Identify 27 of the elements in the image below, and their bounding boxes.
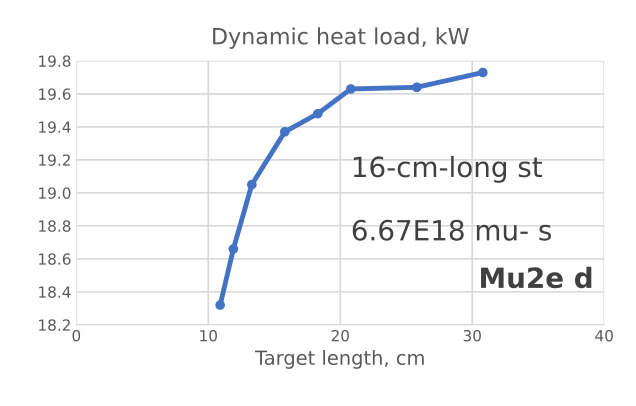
y-tick-label: 18.4 [39,286,71,298]
annotation: Mu2e d [481,266,592,288]
point [280,126,290,137]
x-tick-label: 40 [595,330,613,342]
point [478,68,488,78]
x-tick-label: 0 [72,330,80,342]
y-tick-label: 18.6 [39,253,70,265]
x-axis-title: Target length, cm [255,350,424,369]
y-tick-label: 19.6 [39,88,70,100]
chart-title: Dynamic heat load, kW [213,27,469,49]
point [246,180,257,190]
point [215,300,226,310]
x-tick-label: 10 [200,330,217,342]
y-tick-label: 19.2 [39,154,70,166]
y-tick-label: 19.0 [39,187,70,199]
y-tick-label: 18.2 [39,319,70,331]
point [412,82,422,92]
x-tick-label: 30 [464,330,481,342]
y-tick-label: 19.4 [39,121,71,133]
annotation: 16-cm-long st [354,156,542,183]
point [312,108,323,119]
annotation: 6.67E18 mu- s [352,220,552,241]
y-tick-label: 19.8 [39,55,70,67]
point [346,84,356,94]
x-tick-label: 20 [332,330,349,342]
point [228,244,238,254]
y-tick-label: 18.8 [39,220,70,232]
